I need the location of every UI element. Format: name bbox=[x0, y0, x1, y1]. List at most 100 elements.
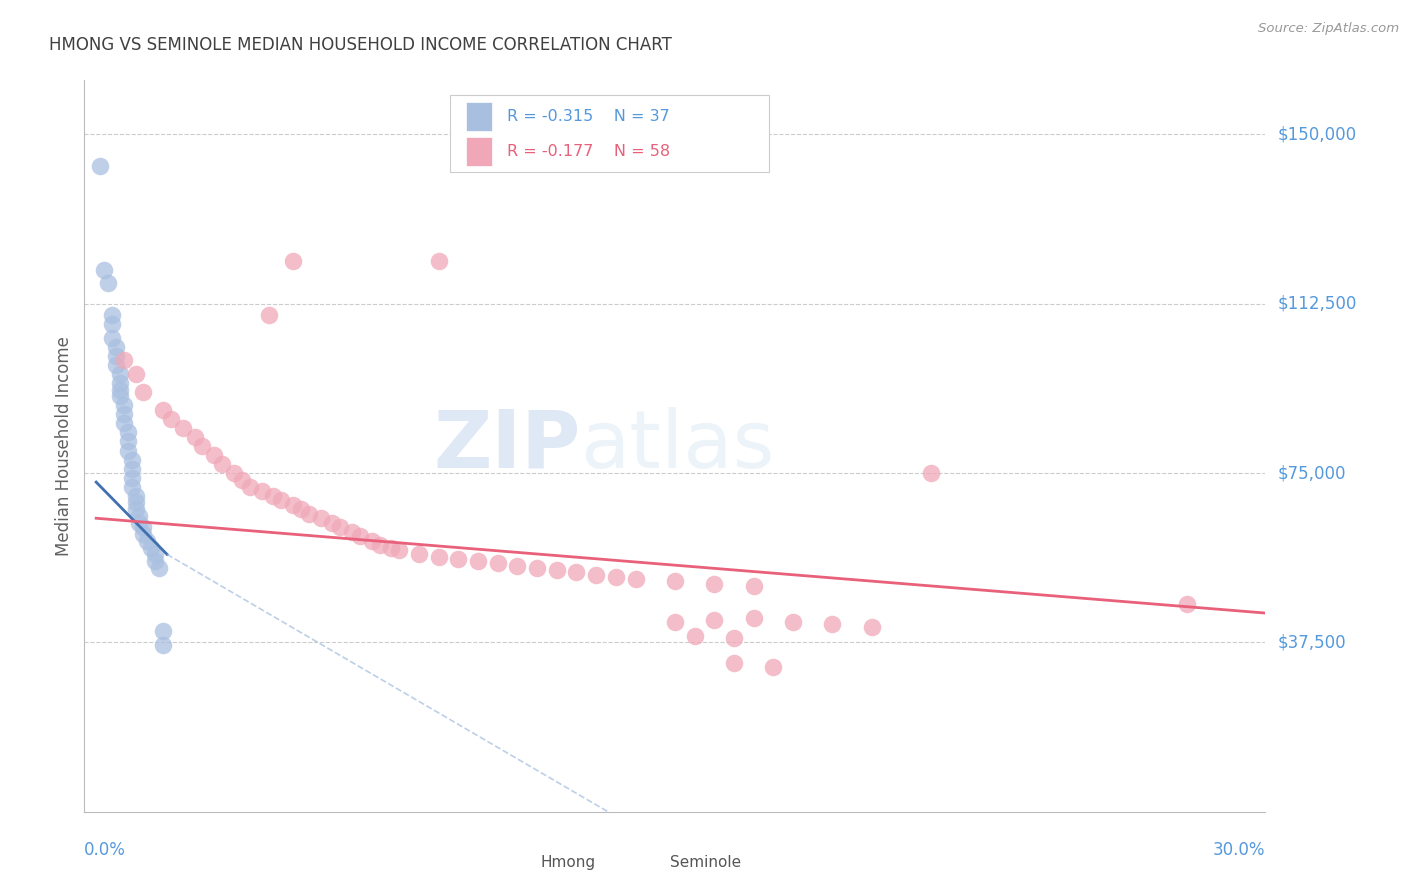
Point bbox=[408, 547, 430, 561]
Point bbox=[112, 353, 135, 368]
Point bbox=[723, 656, 745, 670]
Point bbox=[148, 561, 170, 575]
Point bbox=[270, 493, 292, 508]
Point bbox=[101, 308, 124, 322]
Point bbox=[380, 541, 402, 555]
Text: Seminole: Seminole bbox=[671, 855, 741, 871]
Point bbox=[108, 389, 131, 403]
FancyBboxPatch shape bbox=[450, 95, 769, 171]
Point bbox=[141, 541, 163, 555]
Point bbox=[152, 624, 174, 639]
Point bbox=[239, 480, 262, 494]
Point bbox=[101, 317, 124, 331]
Point bbox=[329, 520, 352, 534]
Point bbox=[742, 610, 765, 624]
Point bbox=[467, 554, 489, 568]
Text: atlas: atlas bbox=[581, 407, 775, 485]
Text: HMONG VS SEMINOLE MEDIAN HOUSEHOLD INCOME CORRELATION CHART: HMONG VS SEMINOLE MEDIAN HOUSEHOLD INCOM… bbox=[49, 36, 672, 54]
Text: 0.0%: 0.0% bbox=[84, 841, 127, 859]
Text: 30.0%: 30.0% bbox=[1213, 841, 1265, 859]
Point bbox=[782, 615, 804, 629]
Point bbox=[309, 511, 332, 525]
Point bbox=[281, 253, 304, 268]
Point bbox=[104, 349, 127, 363]
Point bbox=[526, 561, 548, 575]
Point bbox=[321, 516, 343, 530]
Point bbox=[222, 466, 245, 480]
Point bbox=[143, 547, 166, 561]
Bar bbox=[640, 855, 665, 876]
Point bbox=[108, 383, 131, 397]
Point bbox=[172, 421, 194, 435]
Point bbox=[506, 558, 529, 573]
Point bbox=[298, 507, 321, 521]
Point bbox=[152, 403, 174, 417]
Point bbox=[723, 631, 745, 645]
Point bbox=[117, 425, 139, 440]
Point bbox=[605, 570, 627, 584]
Point bbox=[231, 473, 253, 487]
Point bbox=[112, 398, 135, 412]
Point bbox=[124, 495, 146, 509]
Point bbox=[565, 566, 588, 580]
Point bbox=[124, 489, 146, 503]
Point bbox=[388, 542, 411, 557]
Point bbox=[427, 549, 450, 564]
Point bbox=[121, 461, 143, 475]
Point bbox=[860, 619, 883, 633]
Point bbox=[121, 470, 143, 484]
Point bbox=[128, 516, 150, 530]
Point bbox=[143, 554, 166, 568]
Point bbox=[920, 466, 942, 480]
Point bbox=[191, 439, 214, 453]
Point bbox=[104, 358, 127, 372]
Point bbox=[360, 533, 382, 548]
Text: $112,500: $112,500 bbox=[1277, 294, 1357, 313]
Point bbox=[250, 484, 273, 499]
Point bbox=[183, 430, 205, 444]
Point bbox=[742, 579, 765, 593]
Point bbox=[262, 489, 284, 503]
Text: $37,500: $37,500 bbox=[1277, 633, 1346, 651]
Point bbox=[104, 340, 127, 354]
Point bbox=[211, 457, 233, 471]
Bar bbox=[465, 137, 492, 167]
Point bbox=[349, 529, 371, 543]
Point bbox=[427, 253, 450, 268]
Text: Source: ZipAtlas.com: Source: ZipAtlas.com bbox=[1258, 22, 1399, 36]
Point bbox=[1175, 597, 1198, 611]
Point bbox=[762, 660, 785, 674]
Bar bbox=[465, 102, 492, 131]
Point bbox=[624, 572, 647, 586]
Text: Hmong: Hmong bbox=[540, 855, 595, 871]
Point bbox=[703, 613, 725, 627]
Point bbox=[132, 527, 155, 541]
Point bbox=[124, 367, 146, 381]
Point bbox=[117, 443, 139, 458]
Point bbox=[585, 567, 607, 582]
Point bbox=[683, 629, 706, 643]
Point bbox=[97, 277, 120, 291]
Bar bbox=[509, 855, 536, 876]
Point bbox=[117, 434, 139, 449]
Point bbox=[821, 617, 844, 632]
Point bbox=[112, 408, 135, 422]
Point bbox=[121, 480, 143, 494]
Point bbox=[447, 552, 470, 566]
Point bbox=[132, 384, 155, 399]
Point bbox=[664, 615, 686, 629]
Point bbox=[160, 412, 183, 426]
Point bbox=[340, 524, 363, 539]
Text: R = -0.177    N = 58: R = -0.177 N = 58 bbox=[508, 145, 671, 160]
Point bbox=[664, 574, 686, 589]
Point bbox=[259, 308, 281, 322]
Point bbox=[202, 448, 225, 462]
Text: ZIP: ZIP bbox=[433, 407, 581, 485]
Point bbox=[101, 331, 124, 345]
Point bbox=[368, 538, 391, 552]
Point bbox=[132, 520, 155, 534]
Point bbox=[546, 563, 568, 577]
Y-axis label: Median Household Income: Median Household Income bbox=[55, 336, 73, 556]
Point bbox=[136, 533, 159, 548]
Point bbox=[108, 376, 131, 390]
